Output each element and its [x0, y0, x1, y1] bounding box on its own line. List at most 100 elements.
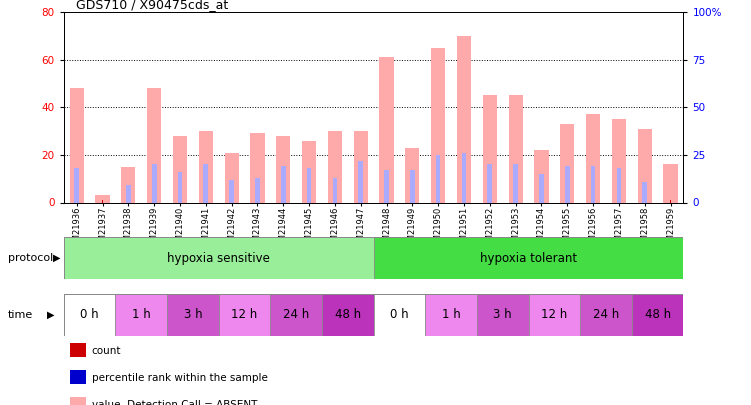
Bar	[644, 200, 646, 202]
Bar	[477, 294, 529, 336]
Bar	[670, 200, 671, 202]
Bar	[642, 181, 647, 202]
Bar	[101, 200, 104, 202]
Bar	[70, 88, 84, 202]
Bar	[489, 200, 490, 202]
Text: count: count	[92, 345, 121, 356]
Bar	[560, 124, 575, 202]
Text: 12 h: 12 h	[541, 308, 568, 322]
Bar	[586, 115, 600, 202]
Bar	[334, 200, 336, 202]
Bar	[199, 131, 213, 202]
Text: 1 h: 1 h	[442, 308, 460, 322]
Bar	[581, 294, 632, 336]
Bar	[179, 200, 181, 202]
Bar	[126, 185, 131, 202]
Bar	[70, 370, 86, 384]
Bar	[229, 180, 234, 202]
Bar	[612, 119, 626, 202]
Bar	[539, 174, 544, 202]
Bar	[70, 343, 86, 357]
Bar	[173, 136, 187, 202]
Text: percentile rank within the sample: percentile rank within the sample	[92, 373, 267, 383]
Bar	[463, 200, 465, 202]
Bar	[617, 168, 621, 202]
Bar	[406, 148, 420, 202]
Bar	[225, 153, 239, 202]
Bar	[373, 294, 425, 336]
Bar	[178, 172, 182, 202]
Bar	[514, 200, 517, 202]
Bar	[74, 168, 79, 202]
Bar	[282, 200, 284, 202]
Bar	[632, 294, 683, 336]
Bar	[327, 131, 342, 202]
Text: GDS710 / X90475cds_at: GDS710 / X90475cds_at	[77, 0, 228, 11]
Bar	[385, 200, 388, 202]
Bar	[204, 164, 208, 202]
Text: ▶: ▶	[53, 253, 60, 263]
Text: hypoxia tolerant: hypoxia tolerant	[480, 252, 577, 265]
Bar	[333, 178, 337, 202]
Bar	[322, 294, 374, 336]
Bar	[412, 200, 413, 202]
Bar	[76, 200, 77, 202]
Bar	[618, 200, 620, 202]
Bar	[257, 200, 258, 202]
Bar	[205, 200, 207, 202]
Bar	[566, 200, 569, 202]
Bar	[358, 161, 363, 202]
Bar	[487, 164, 492, 202]
Bar	[116, 294, 167, 336]
Bar	[121, 167, 135, 202]
Bar	[306, 168, 312, 202]
Bar	[379, 58, 394, 202]
Bar	[565, 166, 569, 202]
Text: hypoxia sensitive: hypoxia sensitive	[167, 252, 270, 265]
Bar	[147, 88, 161, 202]
Bar	[153, 200, 155, 202]
Bar	[231, 200, 233, 202]
Text: time: time	[8, 310, 33, 320]
Bar	[64, 294, 116, 336]
Bar	[276, 136, 291, 202]
Text: 1 h: 1 h	[132, 308, 151, 322]
Bar	[457, 36, 471, 202]
Text: ▶: ▶	[47, 310, 55, 320]
Bar	[513, 164, 518, 202]
Bar	[270, 294, 322, 336]
Bar	[354, 131, 368, 202]
Bar	[167, 294, 219, 336]
Text: protocol: protocol	[8, 253, 53, 263]
Text: 24 h: 24 h	[283, 308, 309, 322]
Text: 48 h: 48 h	[644, 308, 671, 322]
Bar	[302, 141, 316, 202]
Bar	[431, 48, 445, 202]
Bar	[638, 129, 652, 202]
Bar	[462, 153, 466, 202]
Bar	[591, 166, 596, 202]
Bar	[385, 170, 389, 202]
Bar	[373, 237, 683, 279]
Bar	[360, 200, 362, 202]
Text: 0 h: 0 h	[390, 308, 409, 322]
Text: 3 h: 3 h	[493, 308, 512, 322]
Bar	[64, 237, 373, 279]
Text: value, Detection Call = ABSENT: value, Detection Call = ABSENT	[92, 400, 257, 405]
Bar	[663, 164, 677, 202]
Bar	[425, 294, 477, 336]
Bar	[529, 294, 581, 336]
Bar	[410, 170, 415, 202]
Bar	[128, 200, 129, 202]
Bar	[483, 96, 497, 202]
Bar	[152, 164, 156, 202]
Text: 3 h: 3 h	[183, 308, 202, 322]
Text: 12 h: 12 h	[231, 308, 258, 322]
Bar	[281, 166, 285, 202]
Bar	[70, 397, 86, 405]
Bar	[95, 195, 110, 202]
Bar	[250, 134, 264, 202]
Bar	[534, 150, 548, 202]
Bar	[255, 178, 260, 202]
Bar	[219, 294, 270, 336]
